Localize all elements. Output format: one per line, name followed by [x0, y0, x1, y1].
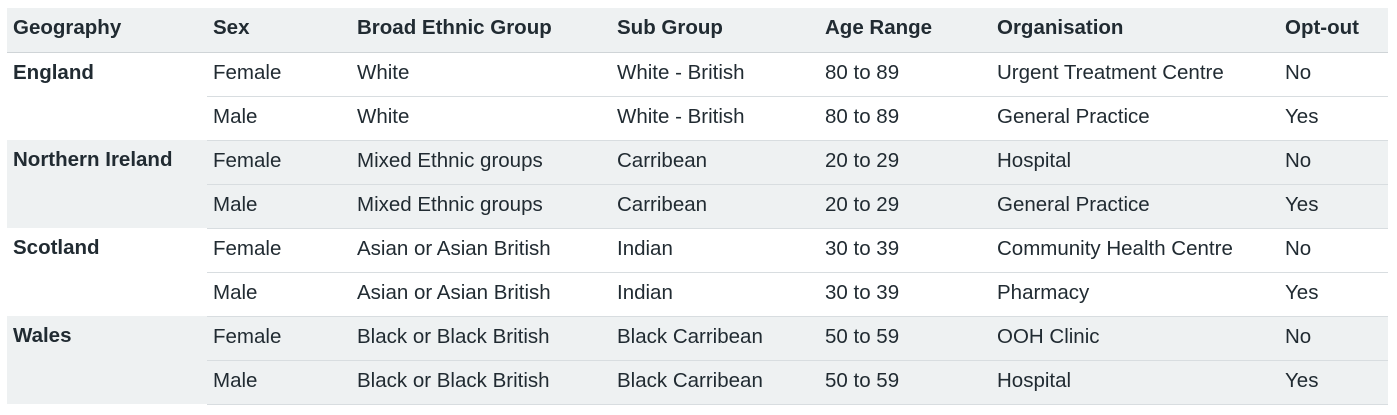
- ethnic-group-cell: Mixed Ethnic groups: [351, 140, 611, 185]
- opt-out-cell: Yes: [1279, 96, 1388, 141]
- sub-group-cell: Indian: [611, 272, 819, 317]
- age-range-cell: 30 to 39: [819, 228, 991, 273]
- geography-cell: Scotland: [13, 236, 100, 259]
- header-organisation: Organisation: [991, 8, 1279, 53]
- header-sex: Sex: [207, 8, 351, 53]
- ethnic-group-cell: Asian or Asian British: [351, 228, 611, 273]
- table-row: Male Mixed Ethnic groups Carribean 20 to…: [7, 184, 1388, 229]
- opt-out-cell: No: [1279, 316, 1388, 361]
- header-sub-group: Sub Group: [611, 8, 819, 53]
- opt-out-cell: Yes: [1279, 272, 1388, 317]
- organisation-cell: Community Health Centre: [991, 228, 1279, 273]
- table-row: Male White White - British 80 to 89 Gene…: [7, 96, 1388, 141]
- table-row: Wales Female Black or Black British Blac…: [7, 316, 1388, 404]
- opt-out-cell: No: [1279, 140, 1388, 185]
- opt-out-cell: Yes: [1279, 184, 1388, 229]
- data-table-container: Geography Sex Broad Ethnic Group Sub Gro…: [7, 8, 1388, 405]
- sex-cell: Female: [207, 140, 351, 185]
- sub-group-cell: White - British: [611, 96, 819, 141]
- age-range-cell: 50 to 59: [819, 316, 991, 361]
- table-row: England Female White White - British 80 …: [7, 52, 1388, 97]
- geography-cell: Wales: [7, 316, 207, 404]
- sub-group-cell: Carribean: [611, 184, 819, 229]
- age-range-cell: 50 to 59: [819, 360, 991, 405]
- organisation-cell: General Practice: [991, 96, 1279, 141]
- ethnic-group-cell: White: [351, 96, 611, 141]
- geography-cell: England: [13, 60, 94, 84]
- ethnic-group-cell: Mixed Ethnic groups: [351, 184, 611, 229]
- header-opt-out: Opt-out: [1279, 8, 1388, 53]
- sub-group-cell: Black Carribean: [611, 360, 819, 405]
- sex-cell: Male: [207, 184, 351, 229]
- table-row: Male Asian or Asian British Indian 30 to…: [7, 272, 1388, 317]
- sex-cell: Male: [207, 360, 351, 405]
- table-row: Northern Ireland Female Mixed Ethnic gro…: [7, 140, 1388, 228]
- organisation-cell: Urgent Treatment Centre: [991, 52, 1279, 97]
- organisation-cell: Pharmacy: [991, 272, 1279, 317]
- organisation-cell: Hospital: [991, 140, 1279, 185]
- header-geography: Geography: [7, 8, 207, 53]
- opt-out-cell: Yes: [1279, 360, 1388, 405]
- age-range-cell: 80 to 89: [819, 96, 991, 141]
- sex-cell: Female: [207, 316, 351, 361]
- table-header-row: Geography Sex Broad Ethnic Group Sub Gro…: [7, 8, 1388, 53]
- age-range-cell: 80 to 89: [819, 52, 991, 97]
- sub-group-cell: Black Carribean: [611, 316, 819, 361]
- sex-cell: Male: [207, 272, 351, 317]
- ethnic-group-cell: White: [351, 52, 611, 97]
- table-row: Scotland Female Asian or Asian British I…: [7, 228, 1388, 273]
- header-broad-ethnic-group: Broad Ethnic Group: [351, 8, 611, 53]
- age-range-cell: 20 to 29: [819, 140, 991, 185]
- organisation-cell: General Practice: [991, 184, 1279, 229]
- opt-out-cell: No: [1279, 52, 1388, 97]
- geography-cell: Northern Ireland: [7, 140, 207, 228]
- ethnic-group-cell: Black or Black British: [351, 360, 611, 405]
- sex-cell: Female: [207, 52, 351, 97]
- organisation-cell: OOH Clinic: [991, 316, 1279, 361]
- header-age-range: Age Range: [819, 8, 991, 53]
- age-range-cell: 20 to 29: [819, 184, 991, 229]
- sex-cell: Female: [207, 228, 351, 273]
- sex-cell: Male: [207, 96, 351, 141]
- ethnic-group-cell: Asian or Asian British: [351, 272, 611, 317]
- ethnic-group-cell: Black or Black British: [351, 316, 611, 361]
- sub-group-cell: Indian: [611, 228, 819, 273]
- sub-group-cell: White - British: [611, 52, 819, 97]
- age-range-cell: 30 to 39: [819, 272, 991, 317]
- opt-out-cell: No: [1279, 228, 1388, 273]
- sub-group-cell: Carribean: [611, 140, 819, 185]
- opt-out-table: Geography Sex Broad Ethnic Group Sub Gro…: [7, 8, 1388, 405]
- table-row: Male Black or Black British Black Carrib…: [7, 360, 1388, 405]
- organisation-cell: Hospital: [991, 360, 1279, 405]
